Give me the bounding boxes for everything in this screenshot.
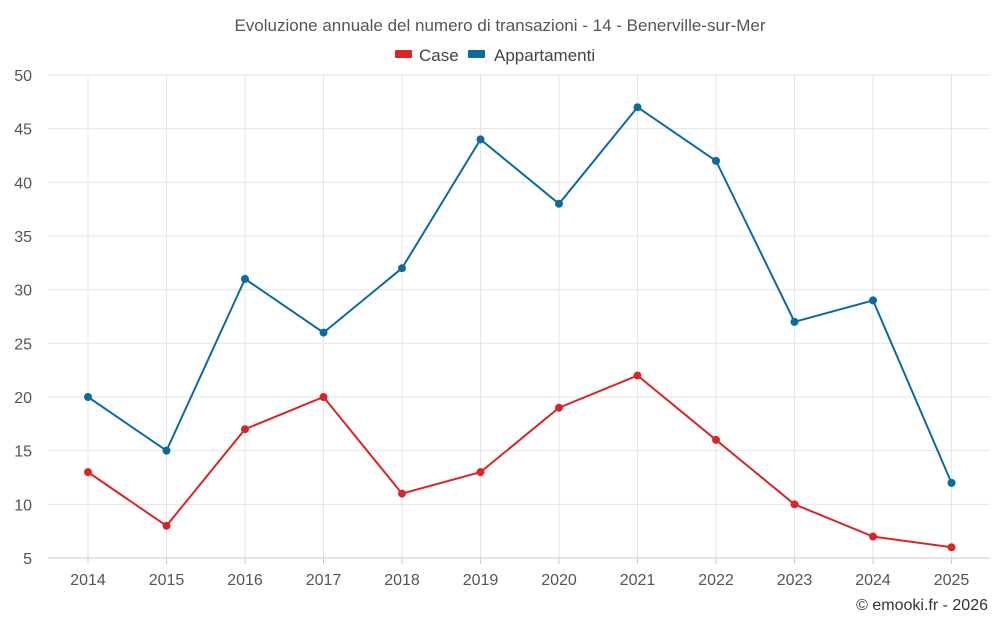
chart-title: Evoluzione annuale del numero di transaz… (234, 16, 765, 35)
y-tick-label: 40 (14, 175, 32, 192)
data-point-appartamenti (84, 393, 92, 401)
y-tick-label: 50 (14, 68, 32, 85)
data-point-appartamenti (162, 446, 171, 455)
y-tick-label: 5 (23, 551, 32, 568)
data-point-case (162, 521, 171, 530)
data-point-case (476, 468, 485, 477)
data-point-case (633, 371, 642, 380)
x-tick-label: 2016 (227, 572, 263, 589)
x-tick-label: 2022 (698, 572, 734, 589)
series-group (84, 103, 956, 552)
data-point-appartamenti (947, 478, 956, 487)
y-tick-label: 35 (14, 229, 32, 246)
grid (48, 74, 990, 559)
y-tick-label: 10 (14, 497, 32, 514)
x-tick-label: 2019 (463, 572, 499, 589)
y-tick-label: 25 (14, 336, 32, 353)
y-tick-label: 20 (14, 390, 32, 407)
x-tick-label: 2024 (855, 572, 891, 589)
data-point-appartamenti (790, 317, 799, 326)
legend-label-appartamenti: Appartamenti (494, 46, 595, 65)
data-point-appartamenti (241, 274, 249, 283)
data-point-case (319, 393, 328, 401)
data-point-appartamenti (712, 156, 720, 165)
x-tick-label: 2025 (934, 572, 970, 589)
y-tick-label: 30 (14, 283, 32, 300)
x-tick-label: 2014 (70, 572, 106, 589)
data-point-case (398, 489, 406, 498)
legend-swatch-appartamenti (468, 50, 485, 58)
legend-swatch-case (395, 50, 412, 58)
series-line-case (87, 374, 952, 549)
legend-label-case: Case (419, 46, 459, 65)
y-tick-label: 15 (14, 444, 32, 461)
y-axis: 5 10 15 20 25 30 35 40 45 50 (14, 68, 32, 568)
data-point-appartamenti (398, 264, 406, 273)
data-point-appartamenti (476, 135, 485, 144)
x-tick-label: 2021 (620, 572, 656, 589)
x-tick-label: 2017 (306, 572, 342, 589)
x-axis: 2014 2015 2016 2017 2018 2019 2020 2021 2022 2023… (48, 557, 990, 589)
data-point-appartamenti (633, 103, 642, 112)
data-point-appartamenti (555, 199, 563, 208)
credit-text: © emooki.fr - 2026 (856, 597, 988, 614)
series-line-appartamenti (87, 105, 953, 484)
data-point-appartamenti (319, 328, 328, 337)
x-tick-label: 2018 (384, 572, 420, 589)
data-point-case (712, 435, 720, 444)
x-tick-label: 2015 (149, 572, 185, 589)
data-point-appartamenti (869, 296, 877, 305)
data-point-case (869, 532, 877, 541)
legend: Case Appartamenti (395, 46, 595, 65)
x-tick-label: 2023 (777, 572, 813, 589)
data-point-case (947, 543, 956, 552)
data-point-case (555, 403, 563, 412)
data-point-case (241, 425, 249, 434)
data-point-case (84, 468, 92, 477)
x-tick-label: 2020 (541, 572, 577, 589)
y-tick-label: 45 (14, 122, 32, 139)
data-point-case (790, 500, 799, 509)
